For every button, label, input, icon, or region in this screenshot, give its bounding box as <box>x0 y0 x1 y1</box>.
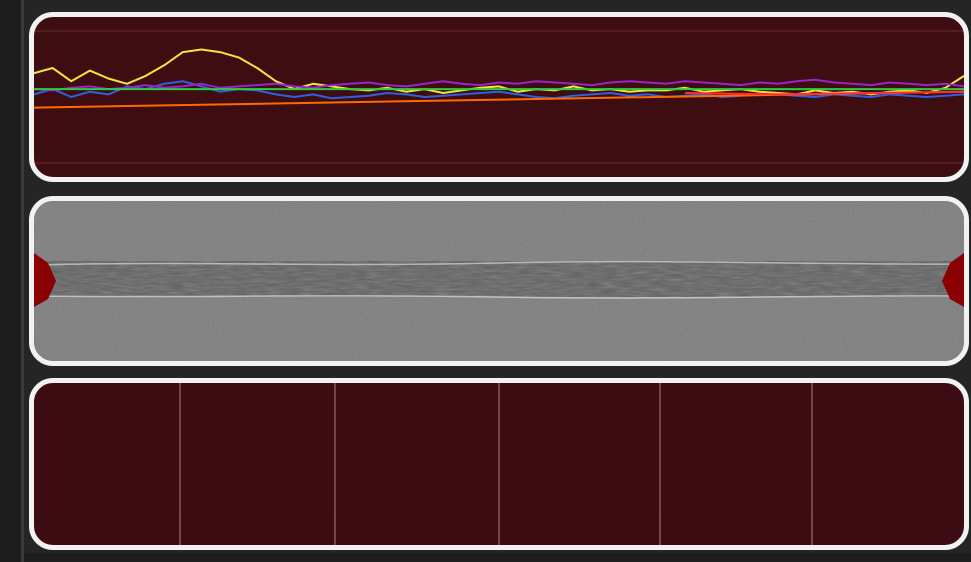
weld-seam-texture <box>34 261 964 297</box>
segment-grid <box>179 383 813 545</box>
signal-chart-panel <box>29 12 969 182</box>
weld-seam-image-panel <box>29 196 969 366</box>
series-line-6 <box>684 90 964 96</box>
left-rail <box>0 0 24 562</box>
seam-marker-left <box>34 253 56 307</box>
signal-chart <box>34 30 964 164</box>
seam-edge-top <box>34 260 964 266</box>
series-line-1 <box>34 48 964 96</box>
bottom-strip <box>24 553 971 562</box>
series-line-2 <box>34 80 964 100</box>
segment-grid-panel <box>29 378 969 550</box>
seam-edge-bottom <box>34 295 964 299</box>
series-line-3 <box>34 78 964 92</box>
seam-marker-right <box>942 253 964 307</box>
weld-seam-image <box>34 201 964 361</box>
